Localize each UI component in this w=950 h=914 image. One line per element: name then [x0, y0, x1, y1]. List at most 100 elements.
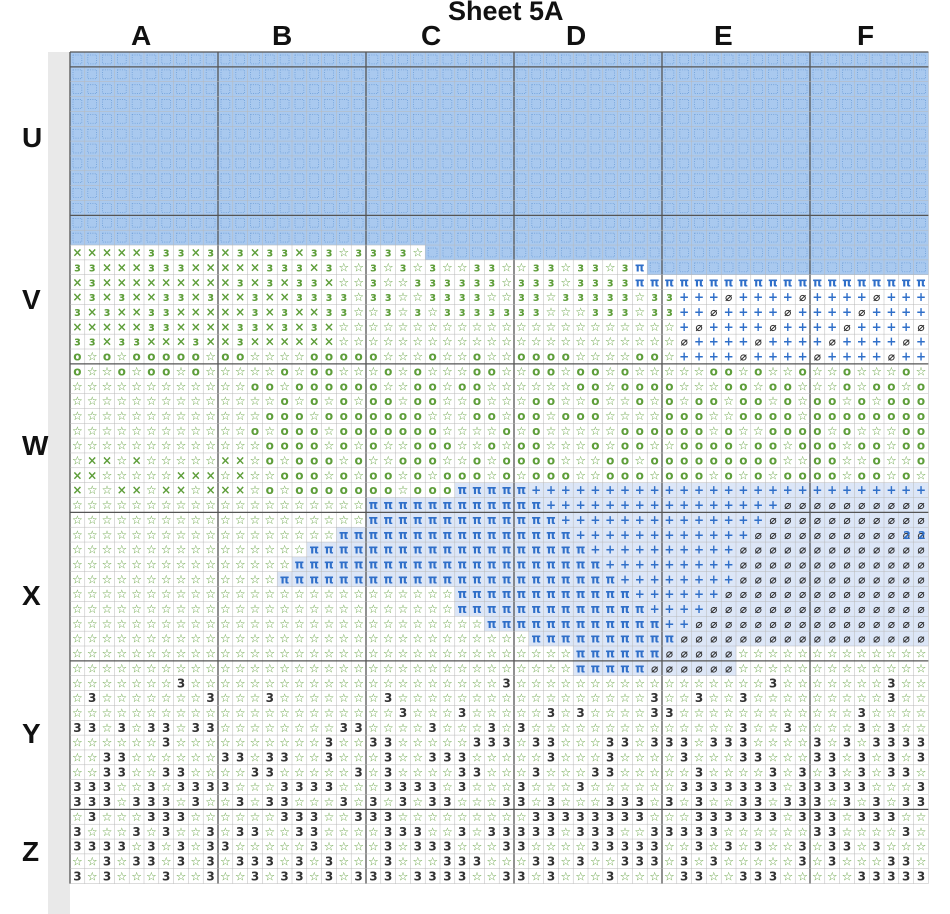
water-column — [750, 482, 766, 646]
three-dark-symbol: 3 — [858, 810, 866, 824]
three-green-symbol: ɜ — [74, 335, 81, 349]
star-stitch-symbol: ☆ — [72, 706, 83, 720]
star-stitch-symbol: ☆ — [116, 661, 127, 675]
three-dark-symbol: 3 — [103, 765, 111, 779]
plus-stitch-symbol: + — [620, 483, 630, 497]
star-stitch-symbol: ☆ — [131, 840, 142, 854]
star-stitch-symbol: ☆ — [634, 721, 645, 735]
sky-stitch — [131, 128, 142, 139]
slash-stitch-symbol: ⌀ — [784, 632, 791, 646]
star-stitch-symbol: ☆ — [886, 840, 897, 854]
sky-stitch — [176, 99, 186, 109]
three-dark-symbol: 3 — [103, 795, 111, 809]
star-stitch-symbol: ☆ — [116, 632, 127, 646]
cross-stitch-symbol: × — [206, 275, 216, 289]
slash-stitch-symbol: ⌀ — [725, 661, 732, 675]
star-stitch-symbol: ☆ — [131, 617, 142, 631]
slash-stitch-symbol: ⌀ — [769, 617, 776, 631]
sky-stitch — [812, 247, 823, 258]
slash-stitch-symbol: ⌀ — [710, 602, 717, 616]
slash-stitch-symbol: ⌀ — [814, 498, 821, 512]
circle-stitch-symbol: o — [695, 409, 703, 423]
sky-stitch — [501, 69, 512, 80]
pi-stitch-symbol: π — [635, 632, 645, 646]
sky-stitch — [176, 232, 186, 243]
star-stitch-symbol: ☆ — [176, 528, 187, 542]
pi-stitch-symbol: π — [620, 587, 630, 601]
sky-column — [662, 52, 678, 275]
sky-stitch — [590, 203, 601, 213]
star-stitch-symbol: ☆ — [738, 854, 749, 868]
sky-stitch — [324, 158, 334, 169]
three-dark-symbol: 3 — [517, 825, 525, 839]
star-stitch-symbol: ☆ — [842, 676, 853, 690]
three-green-symbol: ɜ — [400, 246, 407, 260]
pi-stitch-symbol: π — [472, 602, 482, 616]
star-stitch-symbol: ☆ — [146, 869, 157, 883]
star-stitch-symbol: ☆ — [161, 661, 172, 675]
sky-stitch — [486, 158, 497, 169]
sky-column — [84, 52, 100, 246]
star-stitch-symbol: ☆ — [383, 379, 394, 393]
pi-stitch-symbol: π — [561, 543, 571, 557]
sky-stitch — [235, 69, 246, 80]
plus-stitch-symbol: + — [783, 320, 793, 334]
cross-stitch-symbol: × — [132, 454, 142, 468]
star-stitch-symbol: ☆ — [546, 765, 557, 779]
slash-stitch-symbol: ⌀ — [784, 572, 791, 586]
slash-stitch-symbol: ⌀ — [829, 632, 836, 646]
three-dark-symbol: 3 — [399, 825, 407, 839]
three-dark-symbol: 3 — [88, 795, 96, 809]
sky-stitch — [546, 188, 556, 198]
cross-stitch-symbol: × — [176, 335, 186, 349]
circle-stitch-symbol: o — [192, 364, 200, 378]
pi-stitch-symbol: π — [561, 557, 571, 571]
plus-stitch-symbol: + — [724, 335, 734, 349]
sky-stitch — [87, 188, 98, 198]
sky-stitch — [338, 99, 349, 109]
cross-stitch-symbol: × — [191, 320, 201, 334]
sky-stitch — [398, 158, 408, 169]
sky-stitch — [427, 203, 438, 213]
sky-stitch — [353, 143, 364, 154]
sky-stitch — [605, 247, 615, 258]
three-dark-symbol: 3 — [547, 736, 555, 750]
star-stitch-symbol: ☆ — [664, 364, 675, 378]
sky-stitch — [353, 158, 364, 169]
star-stitch-symbol: ☆ — [279, 602, 290, 616]
slash-stitch-symbol: ⌀ — [799, 290, 806, 304]
slash-stitch-symbol: ⌀ — [755, 557, 762, 571]
star-stitch-symbol: ☆ — [294, 706, 305, 720]
star-stitch-symbol: ☆ — [753, 736, 764, 750]
plus-stitch-symbol: + — [590, 498, 600, 512]
circle-stitch-symbol: o — [917, 454, 925, 468]
three-green-symbol: ɜ — [474, 260, 481, 274]
sky-stitch — [87, 217, 98, 228]
star-stitch-symbol: ☆ — [368, 617, 379, 631]
star-stitch-symbol: ☆ — [338, 736, 349, 750]
sky-stitch — [309, 54, 319, 65]
three-dark-symbol: 3 — [872, 795, 880, 809]
slash-stitch-symbol: ⌀ — [873, 498, 880, 512]
circle-stitch-symbol: o — [680, 424, 688, 438]
star-stitch-symbol: ☆ — [72, 751, 83, 765]
star-stitch-symbol: ☆ — [161, 647, 172, 661]
cross-stitch-symbol: × — [220, 483, 230, 497]
three-green-symbol: ɜ — [178, 260, 185, 274]
sky-stitch — [635, 217, 645, 228]
sky-stitch — [679, 114, 689, 124]
pi-stitch-symbol: π — [443, 513, 453, 527]
sky-column — [292, 52, 308, 246]
slash-stitch-symbol: ⌀ — [814, 513, 821, 527]
star-stitch-symbol: ☆ — [264, 350, 275, 364]
pi-stitch-symbol: π — [398, 543, 408, 557]
sky-stitch — [279, 232, 290, 243]
three-dark-symbol: 3 — [917, 780, 925, 794]
sky-stitch — [783, 143, 793, 154]
three-dark-symbol: 3 — [443, 840, 451, 854]
star-stitch-symbol: ☆ — [575, 468, 586, 482]
three-green-symbol: ɜ — [474, 305, 481, 319]
sky-stitch — [723, 84, 734, 94]
star-stitch-symbol: ☆ — [457, 647, 468, 661]
three-dark-symbol: 3 — [784, 795, 792, 809]
